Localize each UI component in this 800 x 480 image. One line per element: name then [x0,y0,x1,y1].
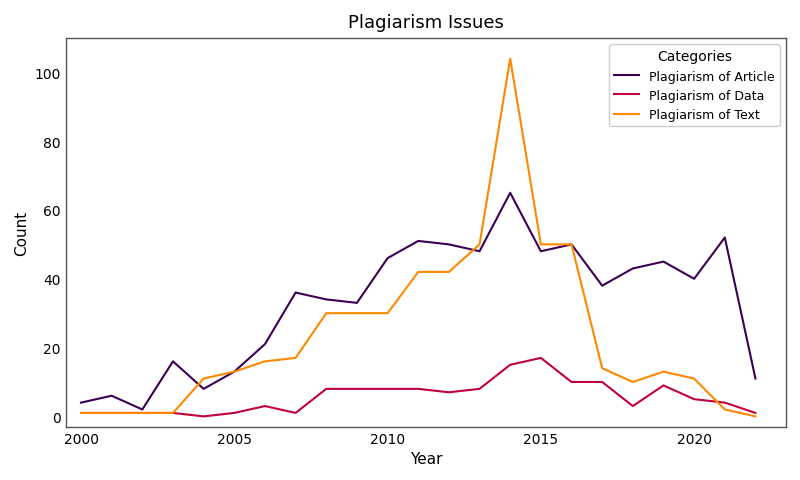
Plagiarism of Data [260,403,270,409]
Plagiarism of Text [566,242,576,248]
Plagiarism of Article [628,266,638,272]
Plagiarism of Article [199,386,209,392]
Plagiarism of Article [658,259,668,265]
Plagiarism of Article [230,369,239,375]
Plagiarism of Text [750,414,760,420]
Plagiarism of Article [168,359,178,364]
Plagiarism of Data [506,362,515,368]
Plagiarism of Data [690,396,699,402]
X-axis label: Year: Year [410,451,442,466]
Plagiarism of Article [536,249,546,254]
Plagiarism of Data [566,379,576,385]
Plagiarism of Text [138,410,147,416]
Plagiarism of Data [750,410,760,416]
Line: Plagiarism of Data: Plagiarism of Data [81,358,755,417]
Plagiarism of Data [107,410,117,416]
Plagiarism of Text [291,355,301,361]
Plagiarism of Data [474,386,484,392]
Plagiarism of Article [260,342,270,348]
Plagiarism of Data [628,403,638,409]
Plagiarism of Article [750,376,760,382]
Plagiarism of Text [414,269,423,275]
Plagiarism of Data [199,414,209,420]
Title: Plagiarism Issues: Plagiarism Issues [348,14,504,32]
Plagiarism of Article [506,191,515,196]
Plagiarism of Text [444,269,454,275]
Plagiarism of Data [720,400,730,406]
Plagiarism of Data [322,386,331,392]
Plagiarism of Data [382,386,392,392]
Plagiarism of Data [598,379,607,385]
Plagiarism of Data [536,355,546,361]
Plagiarism of Article [382,256,392,262]
Plagiarism of Data [352,386,362,392]
Line: Plagiarism of Article: Plagiarism of Article [81,193,755,409]
Legend: Plagiarism of Article, Plagiarism of Data, Plagiarism of Text: Plagiarism of Article, Plagiarism of Dat… [610,45,780,127]
Plagiarism of Text [76,410,86,416]
Plagiarism of Data [444,390,454,396]
Plagiarism of Text [260,359,270,364]
Plagiarism of Article [76,400,86,406]
Plagiarism of Article [291,290,301,296]
Plagiarism of Text [720,407,730,412]
Plagiarism of Text [690,376,699,382]
Plagiarism of Data [414,386,423,392]
Plagiarism of Article [107,393,117,399]
Plagiarism of Text [658,369,668,375]
Plagiarism of Article [720,235,730,241]
Plagiarism of Data [230,410,239,416]
Plagiarism of Text [474,242,484,248]
Plagiarism of Text [382,311,392,316]
Plagiarism of Article [138,407,147,412]
Plagiarism of Text [598,366,607,372]
Plagiarism of Text [628,379,638,385]
Plagiarism of Text [230,369,239,375]
Plagiarism of Article [352,300,362,306]
Plagiarism of Data [76,410,86,416]
Plagiarism of Text [107,410,117,416]
Plagiarism of Article [566,242,576,248]
Plagiarism of Text [322,311,331,316]
Line: Plagiarism of Text: Plagiarism of Text [81,60,755,417]
Plagiarism of Article [474,249,484,254]
Plagiarism of Data [138,410,147,416]
Plagiarism of Text [199,376,209,382]
Plagiarism of Article [414,239,423,244]
Plagiarism of Article [598,283,607,289]
Plagiarism of Text [352,311,362,316]
Plagiarism of Article [690,276,699,282]
Plagiarism of Text [168,410,178,416]
Y-axis label: Count: Count [14,210,29,255]
Plagiarism of Article [444,242,454,248]
Plagiarism of Text [506,57,515,62]
Plagiarism of Text [536,242,546,248]
Plagiarism of Data [291,410,301,416]
Plagiarism of Article [322,297,331,303]
Plagiarism of Data [168,410,178,416]
Plagiarism of Data [658,383,668,388]
